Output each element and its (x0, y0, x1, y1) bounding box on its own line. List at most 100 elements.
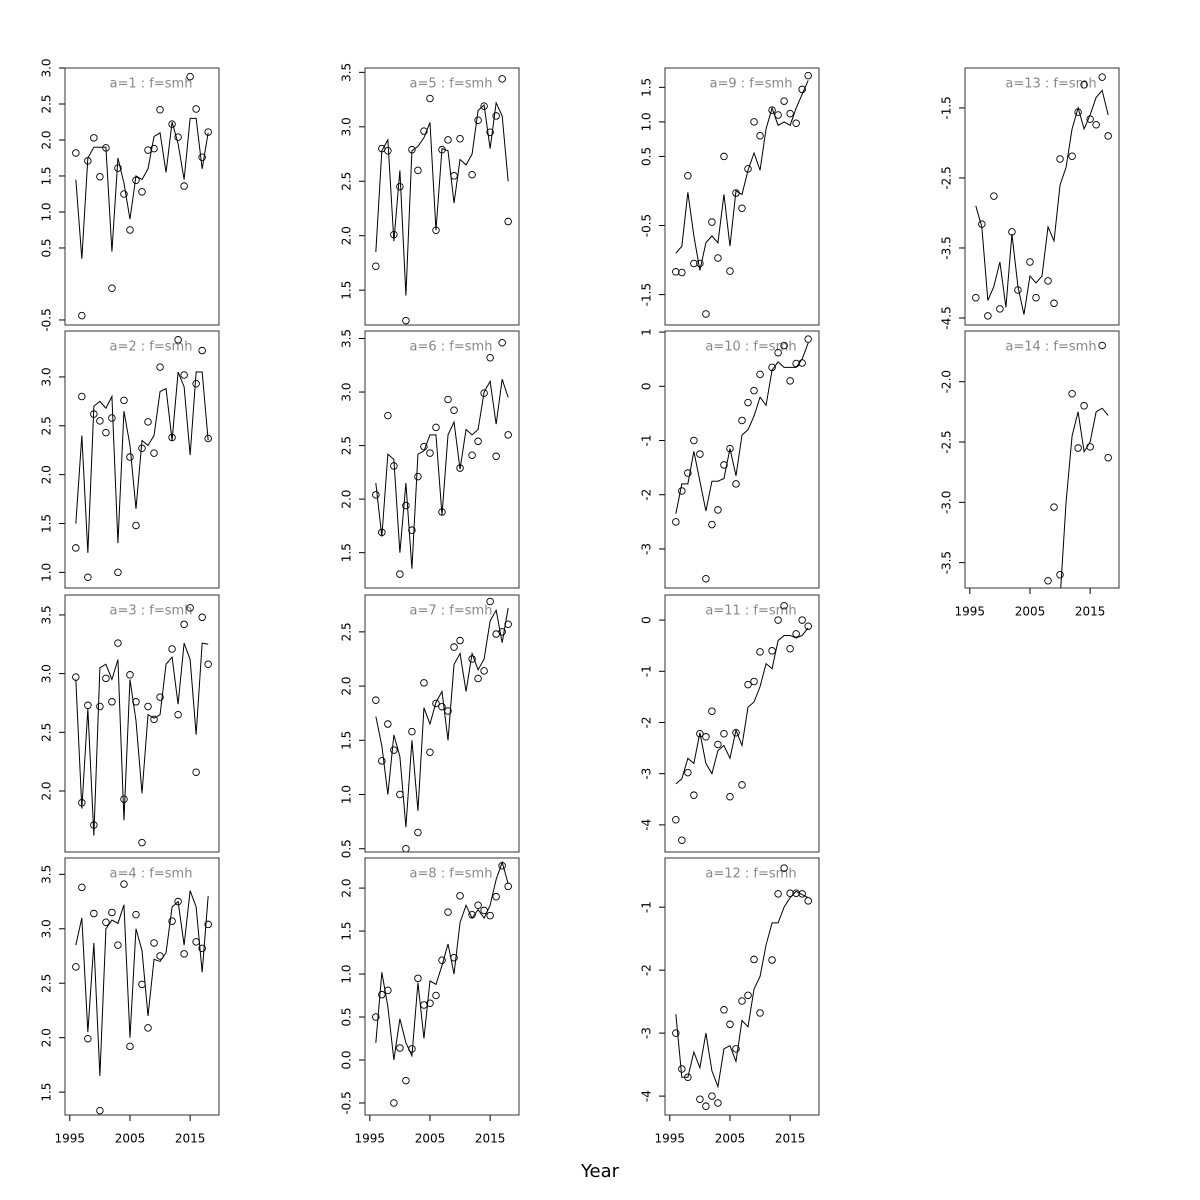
panel-frame (64, 857, 220, 1116)
point (786, 889, 794, 898)
point (1074, 444, 1082, 452)
point (114, 568, 122, 577)
point (498, 339, 506, 347)
point (780, 97, 788, 105)
point (714, 1099, 722, 1107)
point (702, 1102, 710, 1110)
plot-area (372, 860, 512, 1107)
point (732, 1045, 740, 1053)
y-tick-label: -2 (640, 716, 654, 728)
point (726, 1020, 734, 1029)
y-tick-label: 1.5 (340, 543, 354, 562)
point (1104, 453, 1112, 462)
y-tick-label: 3.0 (40, 919, 54, 938)
point (480, 102, 488, 110)
point (792, 630, 800, 638)
point (1050, 503, 1058, 511)
point (1026, 258, 1034, 266)
point (96, 1106, 104, 1115)
point (696, 259, 704, 268)
panel-title: a=14 : f=smh (1005, 340, 1096, 355)
x-axis-label: Year (580, 1161, 620, 1182)
panel-title: a=1 : f=smh (110, 77, 193, 92)
point (408, 526, 416, 534)
panel-title: a=6 : f=smh (410, 340, 493, 355)
plot-area (672, 864, 812, 1110)
panel: -3.5 -3.0 -2.5 -2.0 1995 2005 2015 a=14 : f=smh (940, 330, 1120, 619)
point (450, 643, 458, 651)
y-tick-label: -3 (640, 768, 654, 780)
point (372, 1013, 380, 1021)
point (96, 172, 104, 181)
point (474, 901, 482, 910)
point (708, 520, 716, 529)
point (408, 727, 416, 736)
point (144, 1024, 152, 1032)
point (444, 395, 452, 404)
point (384, 720, 392, 728)
point (768, 647, 776, 655)
fit-line (75, 371, 209, 553)
point (96, 702, 104, 711)
point (486, 354, 494, 362)
plot-area (672, 335, 812, 583)
point (384, 411, 392, 420)
y-tick-label: 2.0 (40, 130, 54, 149)
point (672, 268, 680, 276)
point (696, 1095, 704, 1104)
panel: -1.5 -0.5 0.5 1.0 1.5 a=9 : f=smh (640, 67, 820, 326)
panel-frame (364, 330, 520, 589)
plot-area (372, 339, 512, 578)
panel: 1.0 1.5 2.0 2.5 3.0 a=2 : f=smh (40, 330, 220, 589)
point (678, 836, 686, 844)
point (126, 1042, 134, 1051)
fit-line (675, 890, 809, 1089)
point (138, 980, 146, 989)
x-tick-label: 2005 (1015, 605, 1046, 619)
fit-line (375, 101, 509, 296)
point (174, 710, 182, 719)
x-tick-label: 1995 (655, 1132, 686, 1146)
point (468, 170, 476, 179)
point (180, 371, 188, 379)
point (174, 336, 182, 344)
point (1056, 155, 1064, 163)
point (402, 316, 410, 325)
point (798, 616, 806, 624)
y-tick-label: 3.0 (340, 117, 354, 136)
point (168, 645, 176, 653)
point (792, 119, 800, 128)
point (492, 892, 500, 901)
panel: -3 -2 -1 0 1 a=10 : f=smh (640, 328, 820, 589)
point (678, 268, 686, 277)
point (120, 880, 128, 888)
point (1080, 81, 1088, 89)
y-tick-label: -1 (640, 901, 654, 913)
point (780, 602, 788, 610)
point (174, 133, 182, 141)
y-tick-label: 0 (640, 616, 654, 624)
point (102, 918, 110, 927)
point (102, 428, 110, 437)
point (678, 487, 686, 495)
y-tick-label: -3.5 (940, 551, 954, 574)
point (498, 75, 506, 83)
point (198, 153, 206, 162)
y-tick-label: 3.5 (340, 329, 354, 348)
panel-title: a=13 : f=smh (1005, 77, 1096, 92)
point (714, 740, 722, 749)
point (486, 911, 494, 920)
y-tick-label: 2.0 (340, 490, 354, 509)
point (774, 348, 782, 357)
panel-frame (664, 330, 820, 589)
panel-frame (664, 594, 820, 853)
point (504, 217, 512, 226)
y-tick-label: 2.0 (340, 226, 354, 245)
point (492, 452, 500, 461)
fit-line (675, 342, 809, 514)
x-tick-label: 1995 (955, 605, 986, 619)
point (156, 106, 164, 114)
point (1080, 402, 1088, 410)
point (186, 604, 194, 612)
point (444, 908, 452, 916)
